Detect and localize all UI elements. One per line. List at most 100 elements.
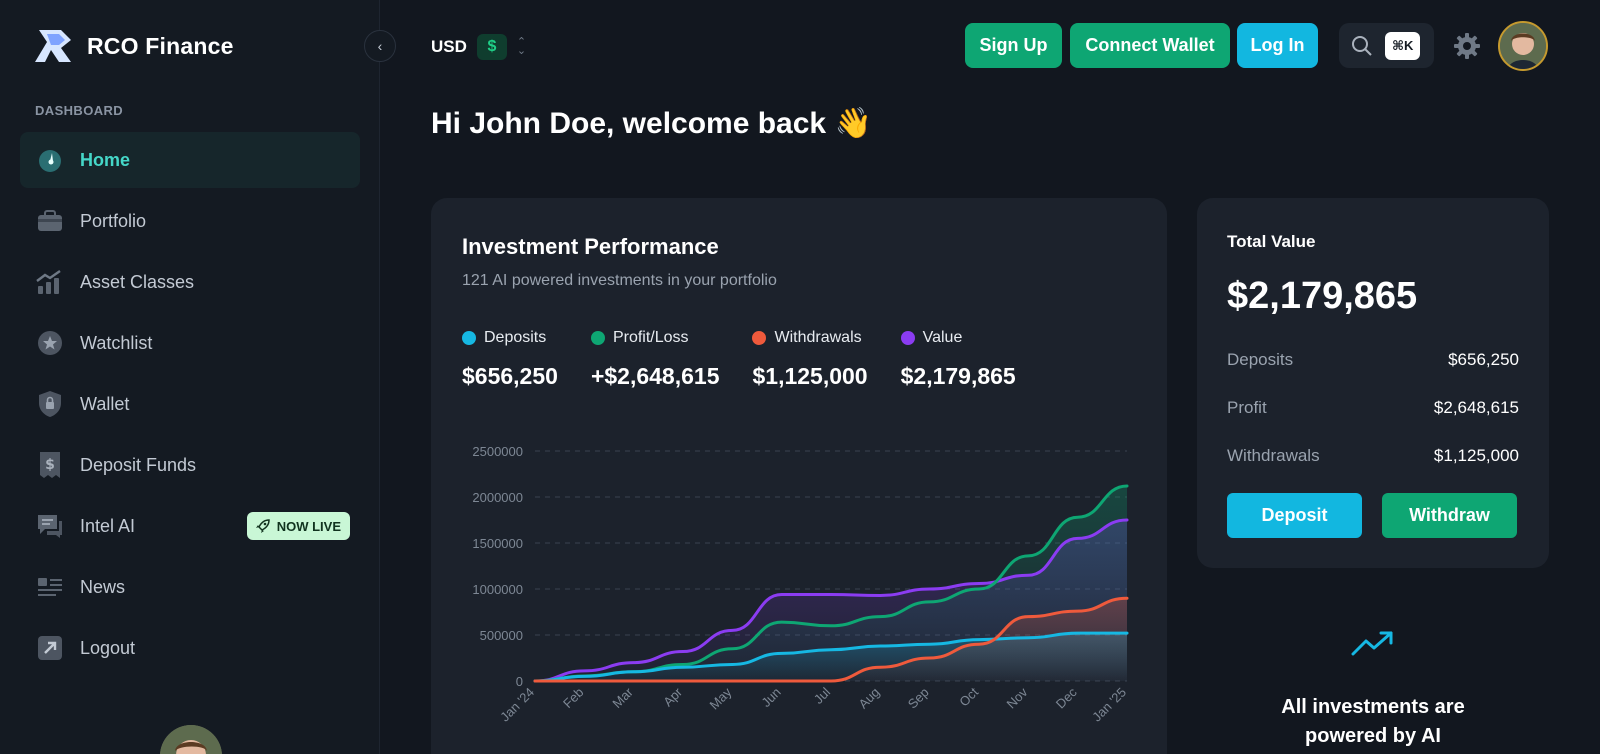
sidebar-avatar[interactable] [160,725,222,754]
sidebar-item-asset-classes[interactable]: Asset Classes [20,254,360,310]
chat-icon [36,512,64,540]
card-title: Investment Performance [462,234,719,259]
gear-icon [1454,33,1480,59]
x-tick-label: Jan '24 [497,685,537,725]
sidebar-item-label: Logout [80,637,136,658]
x-tick-label: Oct [956,684,981,709]
sidebar-item-label: Asset Classes [80,271,195,292]
legend-dot [900,331,915,345]
y-tick-label: 1500000 [472,536,523,551]
total-row-deposits: Deposits $656,250 [1227,350,1519,370]
total-row-profit: Profit $2,648,615 [1227,398,1519,418]
ai-promo-line2: powered by AI [1305,725,1441,747]
now-live-badge[interactable]: NOW LIVE [246,512,350,540]
series-line-deposits[interactable] [533,631,1129,683]
row-label: Deposits [1227,350,1294,369]
sidebar-item-home[interactable]: Home [20,132,360,188]
sidebar-item-intel-ai[interactable]: Intel AI NOW LIVE [20,498,360,554]
ai-promo: All investments are powered by AI [1197,630,1549,751]
x-tick-label: Sep [905,685,932,712]
sidebar-item-news[interactable]: News [20,559,360,615]
total-value-amount: $2,179,865 [1227,275,1418,317]
investment-performance-card: Investment Performance 121 AI powered in… [431,198,1167,754]
x-tick-label: Mar [609,684,636,711]
currency-selector[interactable]: USD $ ⌃ ⌄ [431,34,526,60]
row-value: $656,250 [1448,350,1519,369]
legend-label: Deposits [484,329,547,346]
ai-promo-line1: All investments are [1281,696,1465,718]
chevron-updown-icon: ⌃ ⌄ [516,36,527,57]
y-tick-label: 1000000 [472,582,523,597]
legend-value: $656,250 [462,363,558,389]
sidebar-item-label: News [80,576,126,597]
y-tick-label: 500000 [480,628,523,643]
row-label: Profit [1227,398,1267,417]
series-line-value[interactable] [533,518,1129,683]
rocket-icon [255,519,270,533]
chart-legend: Deposits $656,250 Profit/Loss +$2,648,61… [462,329,1049,390]
dollar-receipt-icon: $ [36,451,64,479]
legend-value-series[interactable]: Value $2,179,865 [900,329,1016,390]
x-tick-label: Jul [811,684,833,706]
badge-label: NOW LIVE [276,518,341,534]
x-tick-label: Aug [855,685,882,712]
brand[interactable]: RCO Finance [35,28,234,64]
legend-value: +$2,648,615 [590,363,720,389]
y-tick-label: 2000000 [472,490,523,505]
legend-dot [462,331,476,345]
sidebar-item-label: Wallet [80,393,130,414]
log-in-button[interactable]: Log In [1237,23,1318,68]
connect-wallet-button[interactable]: Connect Wallet [1070,23,1230,68]
x-tick-label: Jun [758,685,783,710]
user-avatar[interactable] [1498,21,1548,71]
total-row-withdrawals: Withdrawals $1,125,000 [1227,446,1519,466]
star-icon [36,329,64,357]
search-button[interactable]: ⌘K [1339,23,1434,68]
settings-button[interactable] [1453,32,1481,65]
sidebar-item-watchlist[interactable]: Watchlist [20,315,360,371]
row-value: $2,648,615 [1433,398,1519,417]
series-area-withdrawals [535,598,1127,681]
y-tick-label: 2500000 [472,444,523,459]
legend-label: Withdrawals [774,329,862,346]
sidebar-item-label: Deposit Funds [80,454,197,475]
legend-withdrawals[interactable]: Withdrawals $1,125,000 [752,329,868,390]
shortcut-key: ⌘K [1385,31,1421,60]
legend-deposits[interactable]: Deposits $656,250 [462,329,558,390]
chevron-left-icon: ‹ [377,38,383,54]
total-value-card: Total Value $2,179,865 Deposits $656,250… [1197,198,1549,568]
collapse-sidebar-button[interactable]: ‹ [364,30,396,62]
currency-code: USD [431,37,467,56]
page-greeting: Hi John Doe, welcome back 👋 [431,107,872,140]
legend-dot [590,331,605,345]
arrow-out-icon [36,634,64,662]
x-tick-label: Feb [560,685,586,711]
sidebar-item-portfolio[interactable]: Portfolio [20,193,360,249]
sidebar-item-logout[interactable]: Logout [20,620,360,676]
y-tick-label: 0 [516,674,523,689]
deposit-button[interactable]: Deposit [1227,493,1362,538]
legend-profit-loss[interactable]: Profit/Loss +$2,648,615 [590,329,720,390]
currency-symbol-icon: $ [476,34,507,60]
rco-logo-icon [35,30,71,62]
section-label-dashboard: DASHBOARD [35,103,124,118]
sidebar-item-deposit-funds[interactable]: $ Deposit Funds [20,437,360,493]
sidebar: RCO Finance DASHBOARD Home Portfolio Ass… [0,0,380,754]
sidebar-nav: Home Portfolio Asset Classes Watchlist W… [20,132,360,681]
sidebar-item-label: Home [80,149,131,170]
sidebar-item-wallet[interactable]: Wallet [20,376,360,432]
legend-value: $2,179,865 [900,363,1016,389]
news-icon [36,573,64,601]
gauge-icon [36,146,64,174]
row-value: $1,125,000 [1433,446,1519,465]
x-tick-label: Nov [1003,684,1030,711]
legend-label: Profit/Loss [612,329,689,346]
card-subtitle: 121 AI powered investments in your portf… [462,272,777,289]
shield-lock-icon [36,390,64,418]
chart-growth-icon [36,268,64,296]
sign-up-button[interactable]: Sign Up [965,23,1062,68]
series-line-withdrawals[interactable] [533,596,1129,683]
x-tick-label: Jan '25 [1089,685,1129,725]
withdraw-button[interactable]: Withdraw [1382,493,1517,538]
